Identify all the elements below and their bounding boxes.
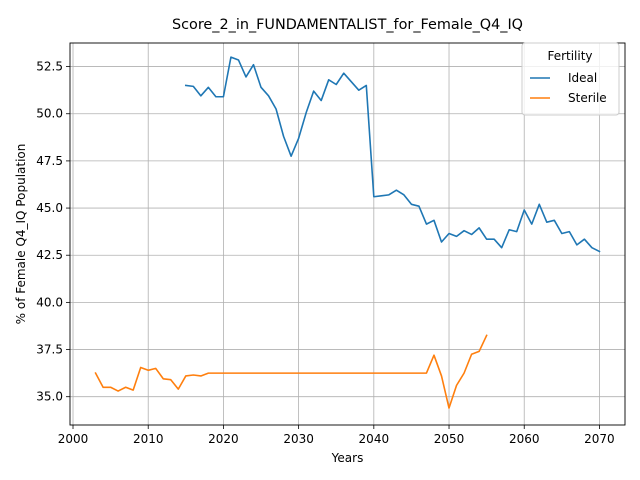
x-tick-label: 2040 (359, 432, 390, 446)
x-tick-label: 2000 (58, 432, 89, 446)
series-line-sterile (94, 334, 488, 409)
series-line-ideal (184, 56, 601, 253)
y-tick-label: 37.5 (36, 343, 63, 357)
series-layer (94, 56, 601, 409)
y-tick-label: 35.0 (36, 390, 63, 404)
y-tick-label: 40.0 (36, 295, 63, 309)
legend-label-sterile: Sterile (568, 91, 607, 105)
x-tick-label: 2020 (208, 432, 239, 446)
x-tick-label: 2050 (434, 432, 465, 446)
y-axis: 35.0 37.5 40.0 42.5 45.0 47.5 50.0 52.5 (36, 60, 70, 404)
plot-frame (69, 42, 626, 426)
y-tick-label: 47.5 (36, 154, 63, 168)
legend-label-ideal: Ideal (568, 71, 597, 85)
y-axis-label: % of Female Q4_IQ Population (14, 144, 28, 325)
legend-box (521, 42, 620, 116)
y-tick-label: 52.5 (36, 60, 63, 74)
x-axis: 2000 2010 2020 2030 2040 2050 2060 2070 (58, 425, 615, 446)
y-tick-label: 50.0 (36, 107, 63, 121)
legend: Fertility Ideal Sterile (521, 42, 620, 116)
x-tick-label: 2010 (133, 432, 164, 446)
y-tick-label: 42.5 (36, 248, 63, 262)
chart-title: Score_2_in_FUNDAMENTALIST_for_Female_Q4_… (172, 17, 523, 33)
x-axis-label: Years (331, 451, 364, 465)
x-tick-label: 2030 (283, 432, 314, 446)
y-tick-label: 45.0 (36, 201, 63, 215)
legend-title: Fertility (547, 49, 592, 63)
x-tick-label: 2060 (509, 432, 540, 446)
x-tick-label: 2070 (584, 432, 615, 446)
